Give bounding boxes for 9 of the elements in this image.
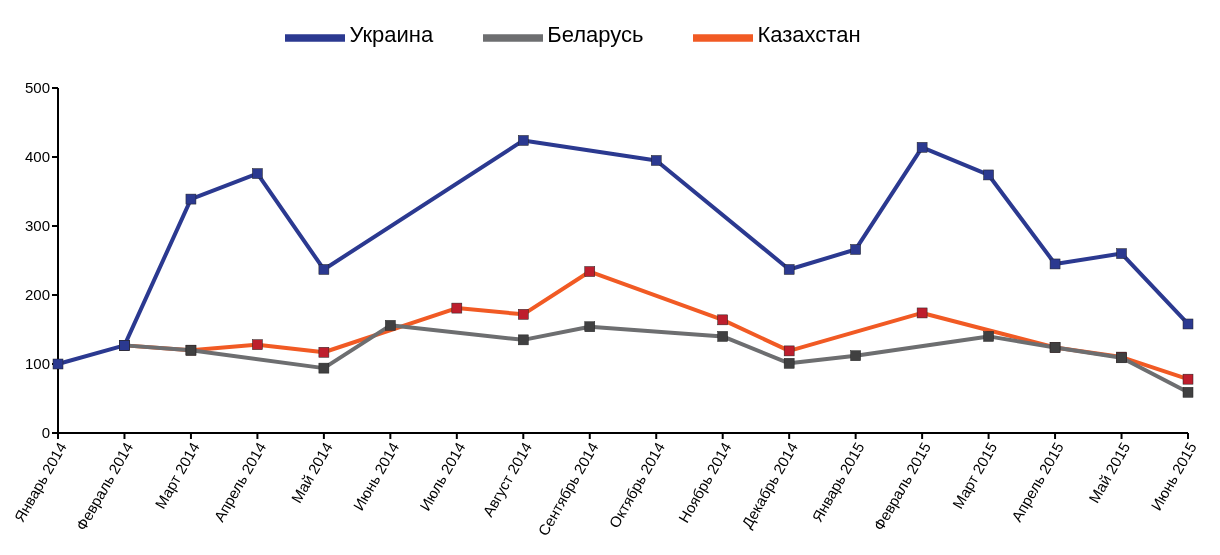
y-tick-label: 400 — [24, 148, 50, 166]
y-tick-label: 100 — [24, 355, 50, 373]
legend-label: Беларусь — [547, 22, 644, 48]
y-tick-label: 500 — [24, 79, 50, 97]
y-tick-label: 300 — [24, 217, 50, 235]
y-tick-label: 200 — [24, 286, 50, 304]
legend-label: Казахстан — [757, 22, 861, 48]
legend-label: Украина — [349, 22, 434, 48]
y-tick-label: 0 — [41, 424, 50, 442]
